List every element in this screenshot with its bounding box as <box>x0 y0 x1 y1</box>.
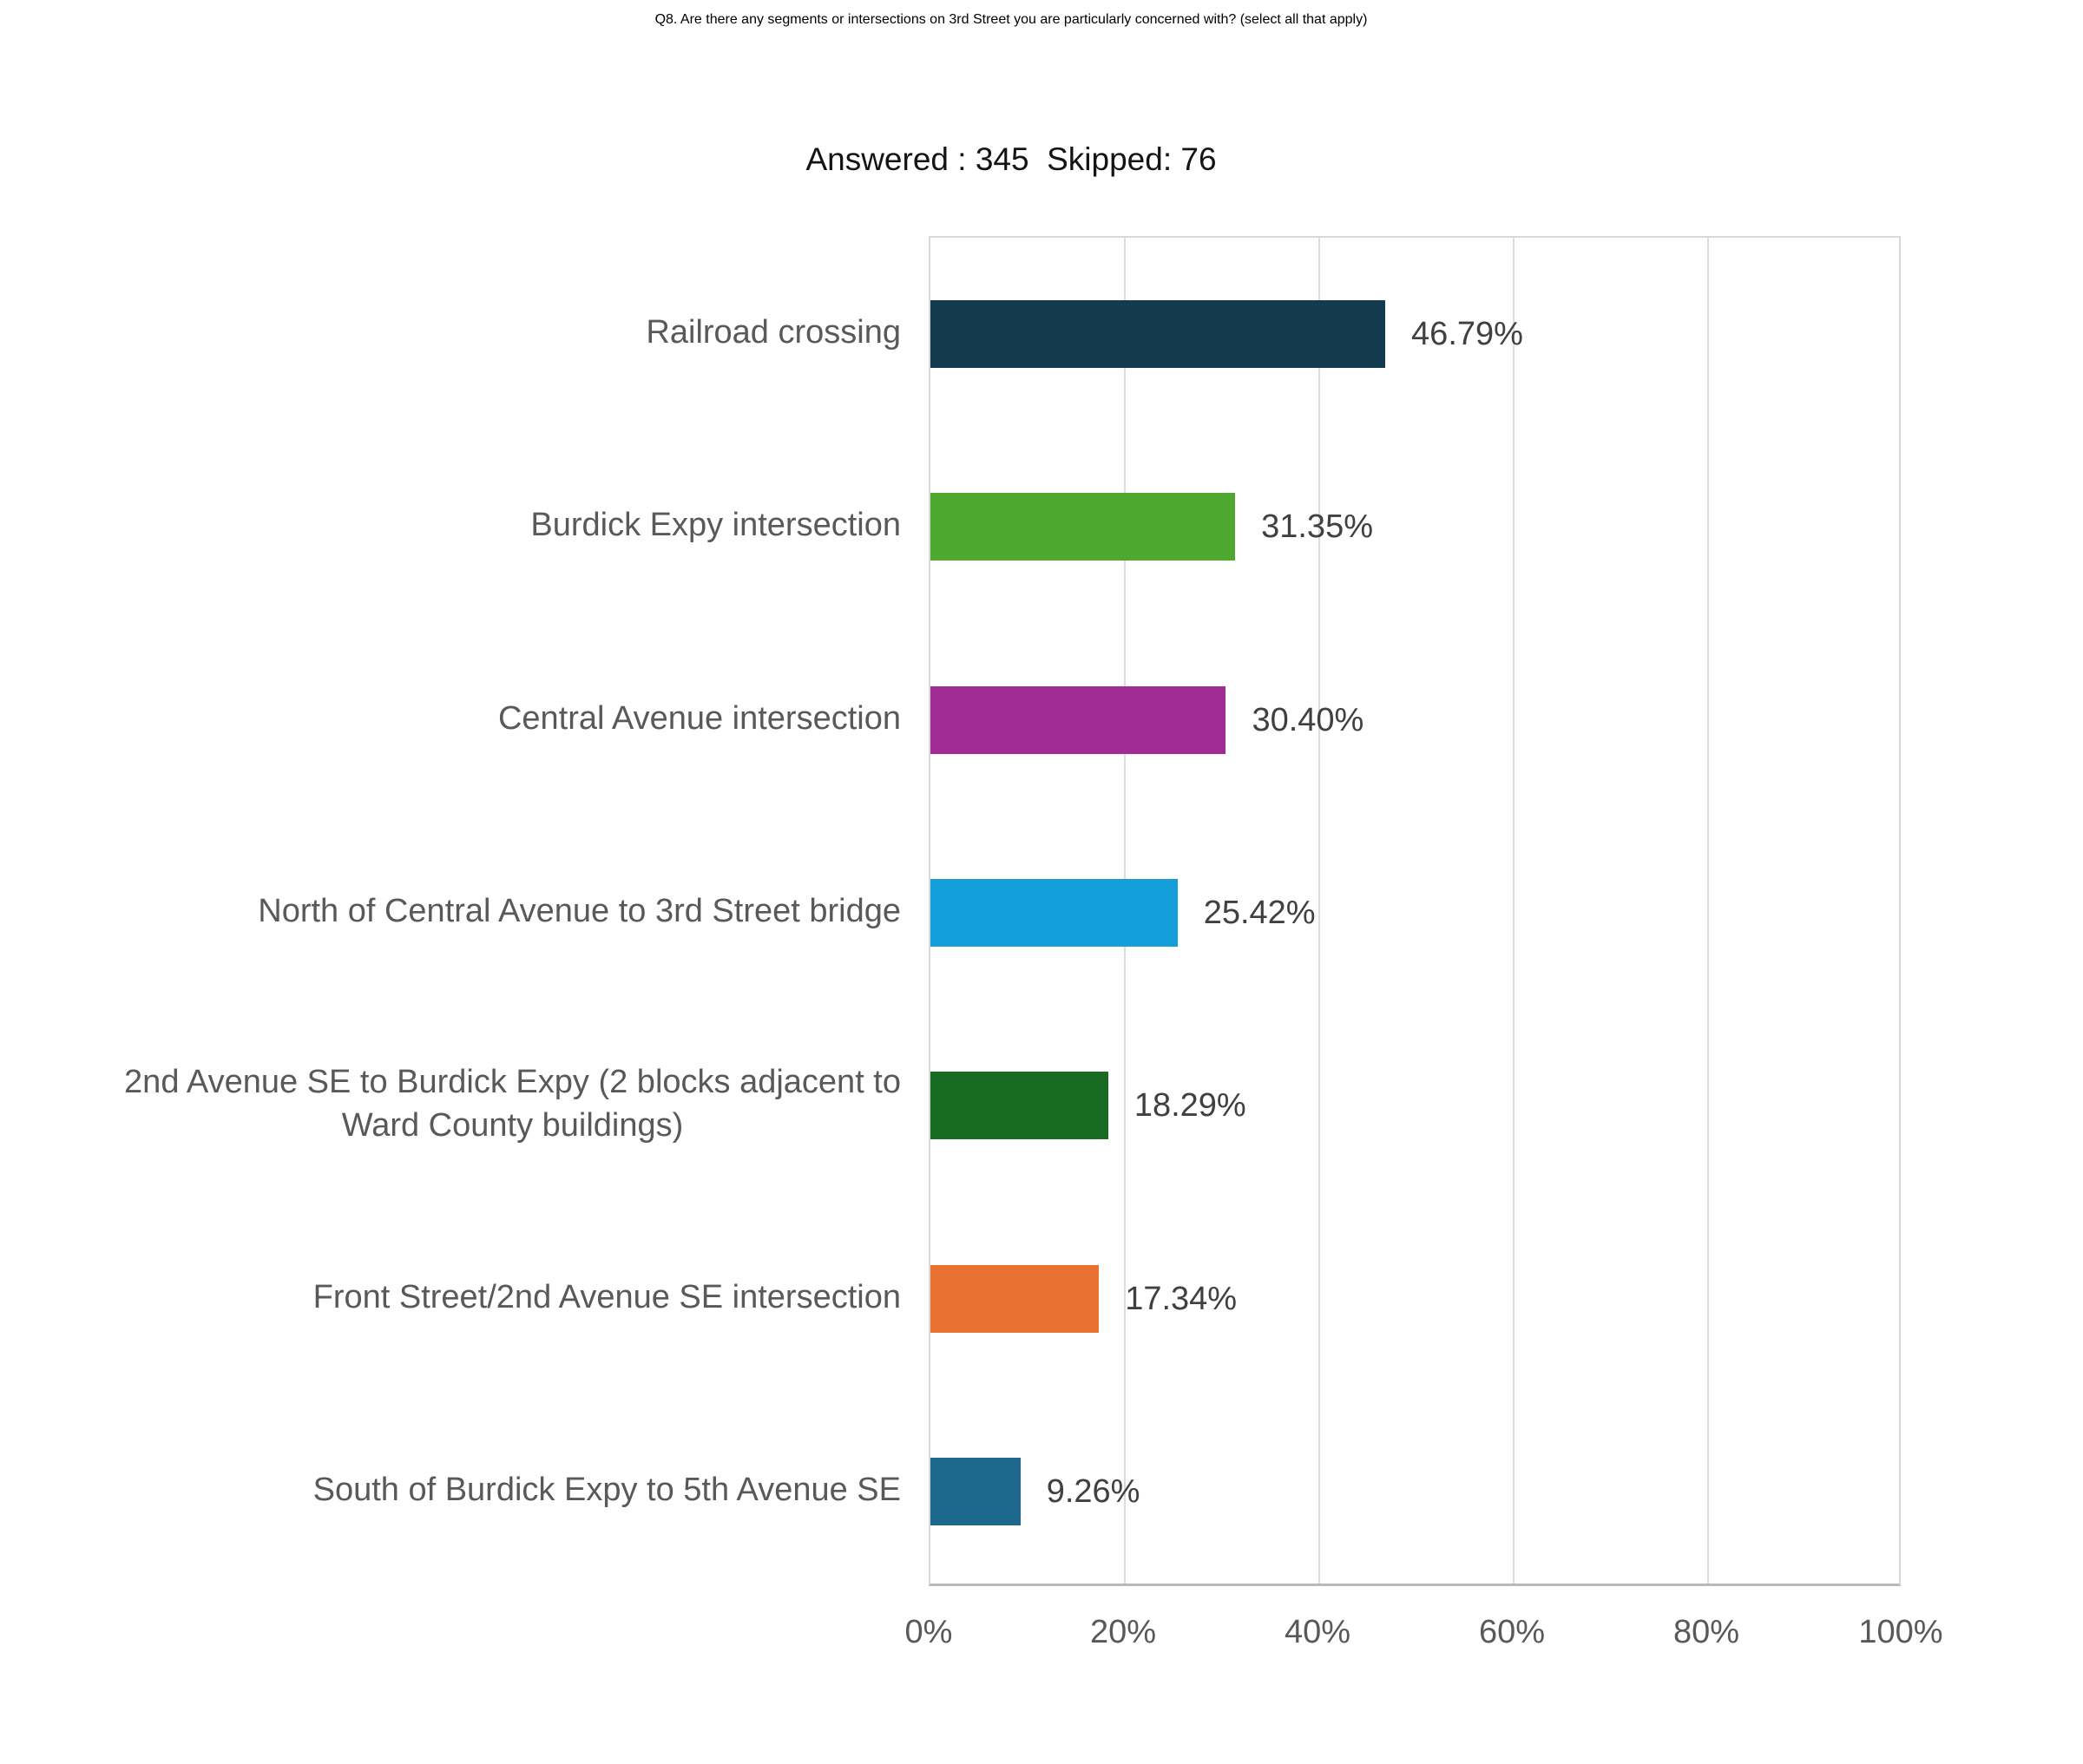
bar-value-label: 30.40% <box>1252 701 1364 738</box>
bar <box>930 685 1226 754</box>
category-label-text: Railroad crossing <box>646 314 901 351</box>
category-label: Burdick Expy intersection <box>0 429 901 621</box>
x-tick-label: 60% <box>1478 1614 1546 1650</box>
bar <box>930 493 1236 561</box>
bar-value-label: 18.29% <box>1133 1087 1246 1125</box>
bar <box>930 1264 1100 1333</box>
category-label-text: Front Street/2nd Avenue SE intersection <box>312 1278 901 1315</box>
category-label-text: South of Burdick Expy to 5th Avenue SE <box>312 1471 901 1508</box>
gridline <box>1707 238 1709 1584</box>
x-tick-label: 0% <box>904 1614 953 1650</box>
x-axis: 0% 20% 40% 60% 80% 100% <box>905 1614 1943 1666</box>
category-label-text: North of Central Avenue to 3rd Street br… <box>258 892 901 929</box>
category-label: 2nd Avenue SE to Burdick Expy (2 blocks … <box>0 1007 901 1200</box>
category-label: Central Avenue intersection <box>0 622 901 815</box>
category-label: Railroad crossing <box>0 236 901 429</box>
bar <box>930 1072 1108 1140</box>
plot-area: 46.79% 31.35% 30.40% 25.42% 18.29% 17.34% 9.26… <box>929 236 1901 1586</box>
bar <box>930 1457 1021 1525</box>
x-tick-label: 100% <box>1858 1614 1943 1650</box>
chart-title: Q8. Are there any segments or intersecti… <box>654 12 1368 27</box>
chart-subtitle: Answered : 345 Skipped: 76 <box>805 141 1217 177</box>
bar-value-label: 17.34% <box>1125 1280 1238 1317</box>
bar-value-label: 25.42% <box>1203 895 1316 931</box>
bar-value-label: 9.26% <box>1046 1472 1140 1510</box>
gridline <box>1318 238 1320 1584</box>
category-label: North of Central Avenue to 3rd Street br… <box>0 815 901 1007</box>
x-tick-label: 80% <box>1672 1614 1740 1650</box>
bar-value-label: 46.79% <box>1411 316 1523 353</box>
bar-value-label: 31.35% <box>1261 508 1373 546</box>
category-label-text: 2nd Avenue SE to Burdick Expy (2 blocks … <box>124 1064 901 1144</box>
category-label: South of Burdick Expy to 5th Avenue SE <box>0 1393 901 1586</box>
category-label-text: Central Avenue intersection <box>497 699 901 737</box>
category-label: Front Street/2nd Avenue SE intersection <box>0 1200 901 1393</box>
x-tick-label: 40% <box>1284 1614 1351 1650</box>
bar <box>930 879 1178 947</box>
x-tick-label: 20% <box>1089 1614 1157 1650</box>
category-label-text: Burdick Expy intersection <box>530 507 901 544</box>
bar <box>930 300 1386 369</box>
category-axis: Railroad crossing Burdick Expy intersecti… <box>0 236 901 1586</box>
gridline <box>1513 238 1515 1584</box>
